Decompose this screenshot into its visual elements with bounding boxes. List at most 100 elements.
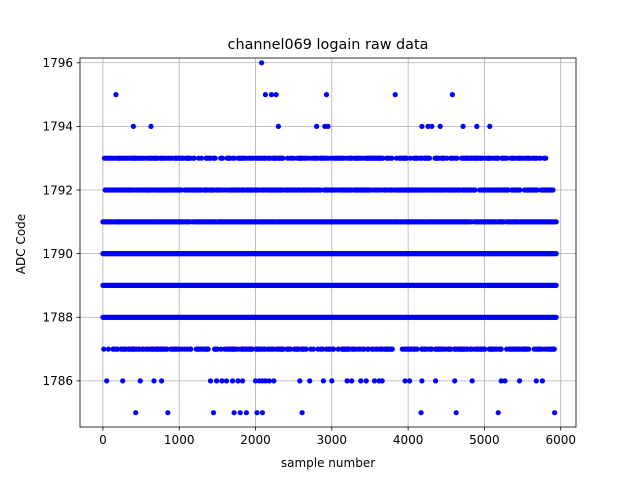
data-point <box>310 346 317 352</box>
data-point <box>223 378 230 384</box>
data-point <box>314 123 320 129</box>
data-point <box>526 346 532 352</box>
data-point <box>198 155 205 161</box>
data-point <box>551 346 557 352</box>
data-point <box>504 155 510 161</box>
data-point <box>437 123 443 129</box>
data-point <box>361 346 367 352</box>
data-point <box>262 92 268 98</box>
data-point <box>553 219 559 225</box>
data-point <box>325 123 331 129</box>
data-point <box>365 346 371 352</box>
data-point <box>460 123 466 129</box>
data-point <box>553 314 559 320</box>
data-point <box>329 378 335 384</box>
data-point <box>178 187 184 193</box>
data-point <box>214 346 220 352</box>
y-tick-label: 1786 <box>42 374 73 388</box>
data-point <box>237 410 243 416</box>
data-point <box>323 92 330 98</box>
data-point <box>252 378 259 384</box>
axis-ticks: 0 1000 2000 3000 4000 5000 6000 1786 1788 1790 179… <box>42 56 576 447</box>
data-point <box>159 378 165 384</box>
data-point <box>552 410 558 416</box>
data-point <box>137 378 143 384</box>
data-point <box>331 346 337 352</box>
data-point <box>280 346 286 352</box>
data-point <box>344 378 350 384</box>
data-point <box>133 410 139 416</box>
data-point <box>505 187 511 193</box>
data-point <box>205 346 211 352</box>
data-point <box>553 282 559 288</box>
data-point <box>288 346 294 352</box>
x-tick-label: 3000 <box>317 433 348 447</box>
y-tick-label: 1796 <box>42 56 73 70</box>
data-point <box>487 123 493 129</box>
data-point <box>291 155 297 161</box>
data-point <box>534 187 541 193</box>
x-tick-label: 1000 <box>164 433 195 447</box>
data-point <box>113 92 119 98</box>
data-point <box>151 378 157 384</box>
y-tick-label: 1790 <box>42 247 73 261</box>
data-point <box>379 378 385 384</box>
data-point <box>452 378 458 384</box>
data-point <box>165 410 171 416</box>
data-point <box>358 378 364 384</box>
data-point <box>419 123 425 129</box>
data-point <box>418 410 424 416</box>
data-point <box>105 346 111 352</box>
data-point <box>429 123 435 129</box>
data-point <box>389 346 395 352</box>
data-point <box>271 378 277 384</box>
data-point <box>498 346 504 352</box>
data-point <box>371 378 378 384</box>
data-point <box>553 251 559 257</box>
data-point <box>320 378 326 384</box>
data-point <box>482 346 488 352</box>
data-point <box>212 155 218 161</box>
data-point <box>164 346 170 352</box>
data-point <box>148 123 154 129</box>
data-point <box>389 155 395 161</box>
data-point <box>249 346 255 352</box>
data-point <box>120 378 126 384</box>
data-point <box>469 378 475 384</box>
x-tick-label: 2000 <box>240 433 271 447</box>
data-points <box>100 60 559 416</box>
data-point <box>454 155 460 161</box>
data-point <box>273 92 279 98</box>
data-point <box>210 410 217 416</box>
y-tick-label: 1794 <box>42 120 73 134</box>
x-tick-label: 6000 <box>545 433 576 447</box>
data-point <box>543 155 549 161</box>
data-point <box>453 410 459 416</box>
data-point <box>407 378 413 384</box>
data-point <box>449 92 455 98</box>
data-point <box>320 346 326 352</box>
data-point <box>444 155 450 161</box>
data-point <box>235 378 241 384</box>
data-point <box>214 378 220 384</box>
x-axis-label: sample number <box>281 456 375 470</box>
data-point <box>280 155 286 161</box>
data-point <box>474 123 480 129</box>
data-point <box>259 410 265 416</box>
data-point <box>207 378 214 384</box>
data-point <box>349 378 355 384</box>
x-tick-label: 4000 <box>393 433 424 447</box>
data-point <box>517 187 523 193</box>
data-point <box>419 378 425 384</box>
data-point <box>297 378 303 384</box>
data-point <box>130 123 136 129</box>
data-point <box>433 378 439 384</box>
data-point <box>259 60 265 66</box>
data-point <box>539 378 546 384</box>
data-point <box>516 378 523 384</box>
data-point <box>448 346 454 352</box>
y-tick-label: 1792 <box>42 183 73 197</box>
data-point <box>414 346 420 352</box>
